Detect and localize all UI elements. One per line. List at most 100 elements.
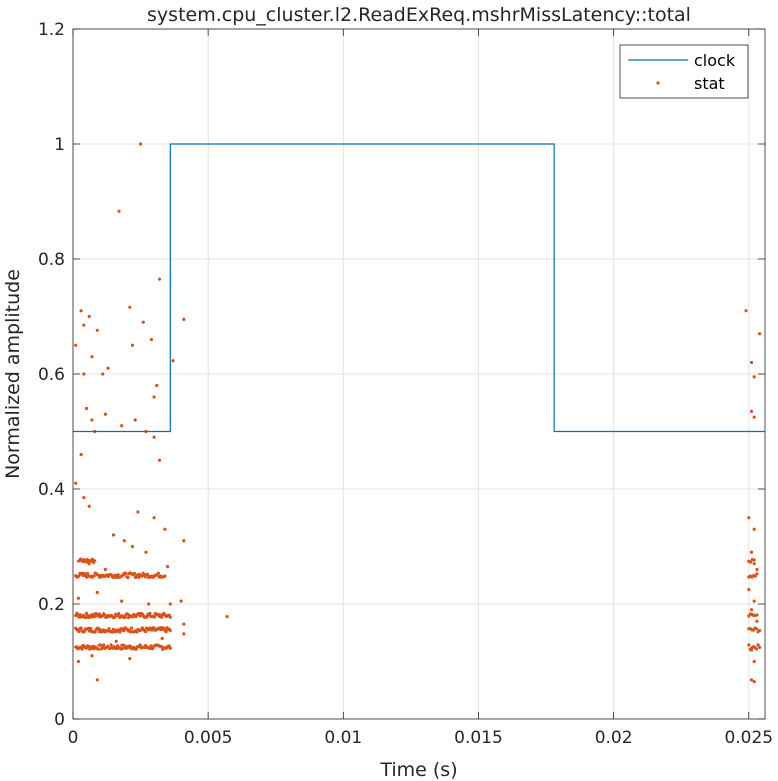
legend-stat-swatch: [656, 81, 660, 85]
y-tick-label: 1: [54, 135, 65, 155]
stat-point: [87, 504, 91, 508]
legend-stat-label: stat: [694, 74, 725, 93]
stat-point: [155, 383, 159, 388]
stat-point: [135, 630, 139, 634]
stat-point: [757, 332, 762, 336]
stat-point: [182, 539, 186, 543]
stat-point: [182, 317, 186, 321]
stat-point: [86, 571, 90, 576]
stat-point: [749, 550, 754, 554]
stat-point: [752, 415, 756, 419]
stat-point: [120, 424, 124, 428]
stat-point: [79, 452, 83, 457]
stat-point: [79, 626, 83, 630]
stat-point: [82, 629, 86, 634]
stat-point: [79, 309, 83, 313]
stat-point: [754, 647, 759, 651]
stat-point: [90, 418, 94, 422]
stat-point: [90, 557, 95, 561]
stat-point: [128, 305, 132, 309]
stat-point: [160, 636, 164, 641]
y-tick-label: 0.6: [38, 365, 65, 385]
x-tick-label: 0: [68, 728, 79, 748]
stat-point: [163, 574, 167, 578]
stat-point: [747, 643, 751, 647]
stat-point: [752, 599, 756, 603]
stat-point: [152, 395, 156, 399]
stat-point: [755, 567, 759, 572]
stat-point: [749, 409, 754, 413]
stat-point: [144, 550, 148, 554]
stat-point: [126, 575, 130, 580]
stat-point: [141, 320, 145, 324]
stat-point: [168, 646, 172, 650]
stat-point: [143, 575, 147, 579]
stat-point: [84, 406, 89, 411]
stat-point: [752, 659, 756, 664]
stat-point: [122, 629, 126, 633]
x-axis-label: Time (s): [379, 759, 457, 781]
stat-point: [93, 559, 97, 563]
stat-point: [163, 527, 167, 531]
y-tick-label: 0.4: [38, 480, 65, 500]
stat-point: [74, 343, 78, 347]
stat-point: [116, 573, 120, 577]
stat-point: [752, 562, 756, 566]
stat-point: [171, 359, 175, 363]
stat-point: [136, 510, 140, 514]
stat-point: [168, 602, 172, 606]
stat-point: [82, 372, 86, 376]
stat-point: [182, 632, 186, 636]
stat-point: [179, 599, 183, 603]
stat-point: [753, 574, 757, 578]
stat-point: [87, 314, 91, 319]
stat-point: [752, 375, 756, 379]
stat-point: [101, 372, 105, 376]
stat-point: [168, 615, 172, 619]
legend-clock-label: clock: [694, 51, 736, 70]
stat-point: [77, 629, 81, 634]
legend: clock stat: [619, 44, 749, 99]
stat-point: [76, 659, 81, 664]
stat-point: [103, 412, 108, 416]
stat-point: [128, 657, 132, 661]
stat-point: [752, 680, 756, 684]
stat-point: [149, 644, 153, 648]
y-tick-label: 0.8: [38, 250, 65, 270]
stat-point: [95, 590, 99, 595]
y-tick-label: 0: [54, 710, 65, 730]
stat-point: [749, 678, 754, 682]
stat-point: [82, 323, 86, 327]
stat-point: [130, 544, 135, 549]
stat-point: [80, 647, 84, 651]
stat-point: [749, 360, 754, 365]
stat-point: [143, 630, 148, 634]
stat-point: [123, 615, 127, 619]
stat-point: [152, 435, 156, 439]
stat-point: [74, 481, 78, 485]
stat-point: [103, 567, 108, 572]
stat-point: [118, 630, 122, 634]
stat-point: [107, 626, 111, 631]
stat-point: [112, 615, 117, 620]
stat-point: [122, 539, 126, 543]
stat-point: [138, 614, 142, 618]
stat-point: [156, 571, 160, 575]
legend-box: [619, 44, 749, 99]
plot-area: [73, 142, 765, 684]
x-tick-label: 0.005: [184, 728, 233, 748]
stat-point: [133, 418, 137, 422]
stat-point: [168, 628, 172, 632]
stat-point: [748, 560, 753, 564]
stat-point: [755, 572, 759, 576]
stat-point: [166, 565, 170, 569]
stat-point: [147, 602, 151, 606]
y-tick-label: 1.2: [38, 20, 65, 40]
stat-point: [755, 613, 759, 617]
x-tick-label: 0.025: [724, 728, 773, 748]
stat-point: [160, 615, 164, 619]
stat-point: [95, 328, 99, 332]
stat-point: [128, 644, 133, 649]
stat-point: [97, 612, 101, 616]
